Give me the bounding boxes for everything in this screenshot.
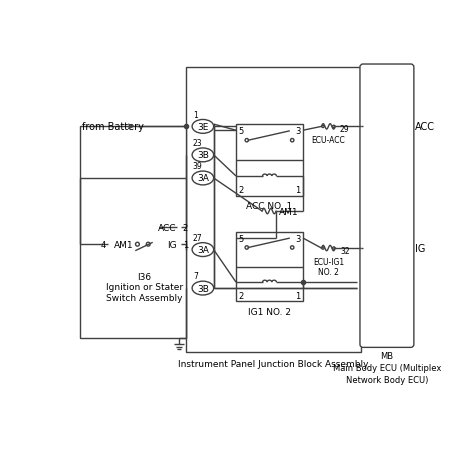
Text: 3: 3	[295, 126, 301, 135]
Text: Instrument Panel Junction Block Assembly: Instrument Panel Junction Block Assembly	[178, 359, 369, 368]
Ellipse shape	[192, 172, 214, 185]
Text: 27: 27	[193, 233, 202, 242]
Bar	[236, 125, 303, 196]
Text: 29: 29	[340, 125, 349, 134]
FancyBboxPatch shape	[360, 65, 414, 348]
Bar	[186, 68, 361, 352]
Ellipse shape	[192, 243, 214, 257]
Text: 23: 23	[193, 139, 202, 148]
Text: AM1: AM1	[114, 240, 134, 249]
Text: 32: 32	[340, 246, 349, 255]
Text: 2: 2	[238, 291, 244, 300]
Text: 2: 2	[238, 186, 244, 194]
Text: 39: 39	[193, 162, 202, 171]
Text: 2: 2	[183, 223, 188, 232]
Text: 3B: 3B	[197, 151, 209, 160]
Ellipse shape	[192, 120, 214, 134]
Text: ACC NO. 1: ACC NO. 1	[246, 202, 292, 211]
Text: IG: IG	[167, 240, 177, 249]
Text: 5: 5	[238, 234, 244, 243]
Text: 3: 3	[295, 234, 301, 243]
Bar	[236, 232, 303, 302]
Text: 5: 5	[238, 126, 244, 135]
Text: IG: IG	[415, 244, 425, 253]
Text: 3B: 3B	[197, 284, 209, 293]
Text: ACC: ACC	[415, 122, 435, 132]
Text: MB
Main Body ECU (Multiplex
Network Body ECU): MB Main Body ECU (Multiplex Network Body…	[333, 351, 441, 384]
Text: 3A: 3A	[197, 245, 209, 254]
Text: 4: 4	[100, 240, 106, 249]
Text: 1: 1	[295, 291, 301, 300]
Text: 3A: 3A	[197, 174, 209, 183]
Ellipse shape	[192, 149, 214, 162]
Text: AM1: AM1	[279, 207, 299, 216]
Text: IG1 NO. 2: IG1 NO. 2	[248, 307, 291, 316]
Text: 1: 1	[295, 186, 301, 194]
Text: 1: 1	[183, 240, 188, 249]
Bar	[108, 216, 181, 268]
Text: from Battery: from Battery	[82, 121, 144, 131]
Bar	[80, 127, 186, 338]
Text: ECU-IG1
NO. 2: ECU-IG1 NO. 2	[313, 257, 344, 276]
Text: 1: 1	[193, 110, 198, 120]
Text: ECU-ACC: ECU-ACC	[311, 136, 345, 144]
Text: ACC: ACC	[158, 223, 177, 232]
Text: 7: 7	[193, 272, 198, 281]
Ellipse shape	[192, 281, 214, 295]
Text: I36
Ignition or Stater
Switch Assembly: I36 Ignition or Stater Switch Assembly	[106, 272, 183, 302]
Text: 3E: 3E	[197, 123, 209, 132]
